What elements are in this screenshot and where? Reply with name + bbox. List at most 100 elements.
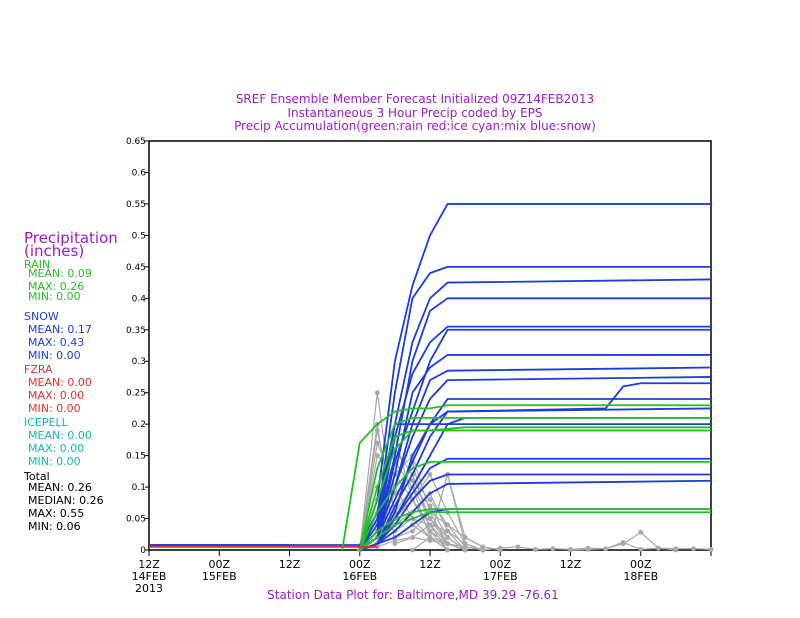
instantaneous-point [445, 522, 450, 528]
instantaneous-point [445, 541, 450, 547]
y-tick-label: 0.05 [126, 515, 146, 525]
y-tick-label: 0.45 [126, 263, 146, 273]
instantaneous-point [708, 546, 714, 552]
x-tick-label: 00Z [208, 558, 230, 571]
instantaneous-line [482, 541, 676, 551]
rain-min: MIN: 0.00 [28, 290, 81, 303]
snow-label: SNOW [24, 310, 59, 323]
y-axis: 0 0.05 0.1 0.15 0.2 0.25 0.3 0.35 0.4 0.45 0.5 0.55… [126, 137, 149, 556]
instantaneous-point [427, 522, 433, 528]
y-tick-label: 0.65 [126, 137, 146, 147]
station-footer: Station Data Plot for: Baltimore,MD 39.2… [267, 588, 559, 602]
x-tick-label: 00Z [489, 558, 511, 571]
legend: Precipitation (inches) RAIN MEAN: 0.09 M… [23, 229, 118, 533]
y-tick-label: 0.25 [126, 389, 146, 399]
instantaneous-point [480, 547, 486, 553]
chart-title: SREF Ensemble Member Forecast Initialize… [236, 92, 594, 106]
x-tick-label: 00Z [630, 558, 652, 571]
snow-max: MAX: 0.43 [28, 336, 84, 349]
total-median: MEDIAN: 0.26 [28, 494, 104, 507]
instantaneous-point [410, 547, 415, 553]
instantaneous-point [410, 535, 415, 540]
instantaneous-point [410, 528, 415, 534]
total-label: Total [23, 470, 50, 483]
legend-units: (inches) [24, 242, 84, 260]
rain-accumulation-line [341, 404, 711, 551]
x-tick-label: 16FEB [342, 570, 377, 583]
x-tick-label: 14FEB [132, 570, 167, 583]
instantaneous-point [427, 516, 433, 521]
y-tick-label: 0.3 [132, 357, 146, 367]
instantaneous-line [412, 472, 501, 551]
total-max: MAX: 0.55 [28, 507, 84, 520]
y-tick-label: 0 [140, 546, 146, 556]
instantaneous-point [497, 545, 503, 551]
fzra-label: FZRA [24, 363, 53, 376]
instantaneous-point [427, 472, 433, 477]
rain-max: MAX: 0.26 [28, 280, 84, 293]
y-tick-label: 0.5 [132, 231, 146, 241]
instantaneous-point [638, 546, 644, 552]
total-mean: MEAN: 0.26 [28, 481, 92, 494]
instantaneous-point [585, 546, 591, 552]
instantaneous-point [655, 545, 661, 551]
icepell-label: ICEPELL [24, 416, 69, 429]
icepell-min: MIN: 0.00 [28, 455, 81, 468]
instantaneous-point [603, 546, 609, 552]
x-tick-label: 12Z [138, 558, 160, 571]
x-tick-label: 18FEB [623, 570, 658, 583]
instantaneous-point [462, 547, 468, 553]
instantaneous-point [392, 541, 398, 547]
instantaneous-point [427, 497, 433, 503]
instantaneous-point [445, 547, 450, 553]
legend-title: Precipitation [24, 229, 118, 247]
rain-label: RAIN [24, 258, 50, 271]
instantaneous-point [691, 546, 696, 552]
rain-mean: MEAN: 0.09 [28, 267, 92, 280]
y-tick-label: 0.6 [132, 168, 147, 178]
instantaneous-point [620, 541, 626, 547]
x-tick-label: 12Z [560, 558, 582, 571]
chart-subtitle: Instantaneous 3 Hour Precip coded by EPS [287, 106, 542, 120]
y-tick-label: 0.2 [132, 420, 146, 430]
instantaneous-line [359, 536, 483, 551]
instantaneous-point [445, 528, 450, 534]
fzra-min: MIN: 0.00 [28, 402, 81, 415]
snow-accumulation-line [359, 278, 712, 551]
instantaneous-point [532, 546, 538, 552]
rain-accumulation-line [358, 429, 711, 551]
snow-accumulation-line [358, 265, 711, 551]
y-tick-label: 0.35 [126, 326, 146, 336]
x-tick-label: 2013 [135, 582, 163, 595]
snow-mean: MEAN: 0.17 [28, 323, 92, 336]
instantaneous-point [374, 440, 380, 446]
x-tick-label: 17FEB [483, 570, 518, 583]
instantaneous-point [550, 546, 556, 552]
plot-frame [148, 140, 712, 551]
rain-accumulation-line [358, 461, 711, 551]
x-tick-label: 12Z [419, 558, 441, 571]
rain-accumulation-line [358, 416, 711, 551]
instantaneous-point [445, 535, 450, 540]
y-tick-label: 0.15 [126, 452, 146, 462]
instantaneous-point [374, 390, 380, 396]
instantaneous-point [410, 478, 415, 484]
icepell-mean: MEAN: 0.00 [28, 429, 92, 442]
x-tick-label: 00Z [349, 558, 371, 571]
icepell-max: MAX: 0.00 [28, 442, 84, 455]
y-tick-label: 0.1 [132, 483, 146, 493]
instantaneous-point [568, 547, 573, 553]
y-tick-label: 0.4 [132, 294, 147, 304]
instantaneous-point [673, 546, 679, 552]
rain-accumulation-line [359, 511, 711, 551]
instantaneous-point [374, 453, 380, 459]
y-tick-label: 0.55 [126, 200, 146, 210]
instantaneous-point [638, 529, 644, 535]
accumulation-lines [149, 203, 712, 551]
x-tick-label: 15FEB [202, 570, 237, 583]
instantaneous-point [462, 535, 468, 540]
x-tick-label: 12Z [279, 558, 301, 571]
fzra-max: MAX: 0.00 [28, 389, 84, 402]
